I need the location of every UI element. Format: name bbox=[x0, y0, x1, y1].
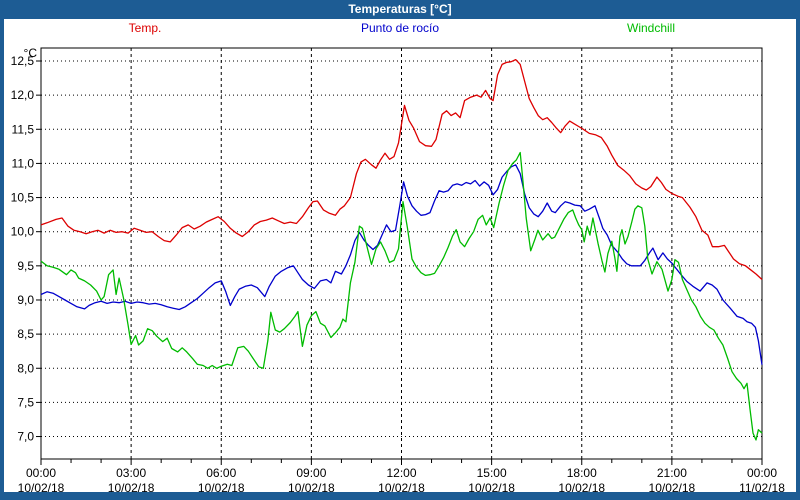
window-titlebar: Temperaturas [°C] bbox=[0, 0, 800, 19]
x-tick-date-label: 11/02/18 bbox=[739, 481, 785, 495]
y-tick-label: 10,0 bbox=[11, 225, 35, 239]
legend-dewpoint-label: Punto de rocío bbox=[360, 21, 440, 35]
y-tick-label: 8,0 bbox=[17, 361, 34, 375]
series-line-2 bbox=[40, 151, 763, 441]
x-tick-date-label: 10/02/18 bbox=[468, 481, 515, 495]
legend-temp-label: Temp. bbox=[128, 21, 162, 35]
x-tick-time-label: 00:00 bbox=[747, 466, 777, 480]
x-tick-time-label: 12:00 bbox=[386, 466, 416, 480]
y-axis-unit-label: °C bbox=[24, 46, 38, 60]
window-title: Temperaturas [°C] bbox=[348, 2, 452, 16]
y-tick-label: 11,0 bbox=[12, 156, 35, 170]
x-tick-date-label: 10/02/18 bbox=[558, 481, 605, 495]
y-tick-label: 9,0 bbox=[17, 293, 34, 307]
plot-frame bbox=[40, 47, 763, 460]
x-tick-time-label: 09:00 bbox=[296, 466, 326, 480]
y-tick-label: 12,0 bbox=[11, 88, 35, 102]
x-tick-time-label: 15:00 bbox=[477, 466, 507, 480]
y-tick-label: 9,5 bbox=[17, 259, 34, 273]
x-tick-date-label: 10/02/18 bbox=[288, 481, 335, 495]
y-tick-label: 8,5 bbox=[17, 327, 34, 341]
y-tick-label: 11,5 bbox=[12, 122, 35, 136]
x-tick-time-label: 21:00 bbox=[657, 466, 687, 480]
series-line-1 bbox=[40, 164, 763, 365]
x-tick-date-label: 10/02/18 bbox=[18, 481, 65, 495]
x-tick-time-label: 18:00 bbox=[567, 466, 597, 480]
x-tick-time-label: 00:00 bbox=[26, 466, 56, 480]
legend-windchill-label: Windchill bbox=[626, 21, 676, 35]
window-frame-left bbox=[0, 0, 4, 500]
x-tick-date-label: 10/02/18 bbox=[198, 481, 245, 495]
y-tick-label: 12,5 bbox=[11, 54, 35, 68]
chart-legend: Temp. Punto de rocío Windchill bbox=[0, 21, 800, 37]
x-tick-time-label: 03:00 bbox=[116, 466, 146, 480]
x-tick-date-label: 10/02/18 bbox=[378, 481, 425, 495]
x-tick-time-label: 06:00 bbox=[206, 466, 236, 480]
x-tick-date-label: 10/02/18 bbox=[108, 481, 155, 495]
window-frame-bottom bbox=[0, 492, 800, 500]
y-tick-label: 10,5 bbox=[11, 191, 35, 205]
y-tick-label: 7,5 bbox=[17, 395, 34, 409]
y-tick-label: 7,0 bbox=[17, 430, 34, 444]
series-line-0 bbox=[40, 58, 763, 280]
window-frame-right bbox=[796, 0, 800, 500]
x-tick-date-label: 10/02/18 bbox=[649, 481, 696, 495]
